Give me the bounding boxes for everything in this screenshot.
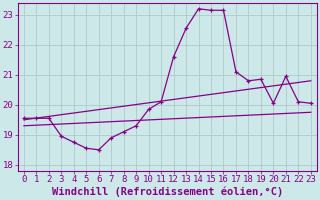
X-axis label: Windchill (Refroidissement éolien,°C): Windchill (Refroidissement éolien,°C) — [52, 187, 283, 197]
